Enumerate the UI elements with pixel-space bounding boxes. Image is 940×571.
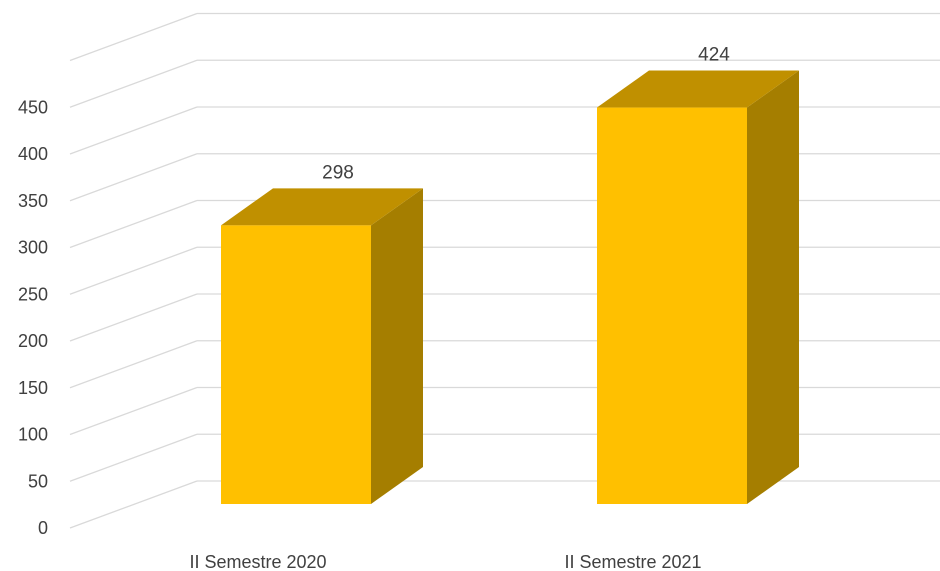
bar bbox=[221, 225, 371, 504]
gridlines bbox=[69, 12, 940, 529]
gridline-diagonal bbox=[69, 106, 198, 155]
gridline-diagonal bbox=[69, 386, 198, 436]
bar-side-face bbox=[747, 70, 799, 504]
gridline-diagonal bbox=[69, 12, 198, 62]
gridline-diagonal bbox=[69, 293, 198, 342]
y-tick-label: 150 bbox=[18, 378, 48, 398]
gridline-diagonal bbox=[69, 340, 198, 389]
y-tick-label: 100 bbox=[18, 425, 48, 445]
bar bbox=[597, 107, 747, 504]
gridline-diagonal bbox=[69, 433, 198, 482]
y-tick-label: 50 bbox=[28, 471, 48, 491]
x-category-label: II Semestre 2021 bbox=[564, 552, 701, 571]
gridline-diagonal bbox=[69, 246, 198, 295]
y-tick-label: 250 bbox=[18, 284, 48, 304]
y-tick-label: 350 bbox=[18, 191, 48, 211]
data-label: 298 bbox=[322, 162, 354, 183]
gridline-diagonal bbox=[69, 480, 198, 529]
y-tick-label: 0 bbox=[38, 518, 48, 538]
bar-top-face bbox=[597, 70, 799, 108]
gridline-diagonal bbox=[69, 59, 198, 108]
gridline-diagonal bbox=[69, 153, 198, 202]
y-tick-label: 300 bbox=[18, 238, 48, 258]
y-tick-label: 400 bbox=[18, 144, 48, 164]
bar-top-face bbox=[221, 188, 423, 226]
bars: 298 424 bbox=[221, 45, 799, 504]
y-axis: 0 50 100 150 200 250 300 350 400 450 bbox=[18, 97, 48, 538]
gridline-diagonal bbox=[69, 199, 198, 249]
x-axis: II Semestre 2020 II Semestre 2021 bbox=[189, 552, 701, 571]
y-tick-label: 450 bbox=[18, 97, 48, 117]
bar-side-face bbox=[371, 188, 423, 504]
y-tick-label: 200 bbox=[18, 331, 48, 351]
data-label: 424 bbox=[698, 45, 730, 66]
x-category-label: II Semestre 2020 bbox=[189, 552, 326, 571]
